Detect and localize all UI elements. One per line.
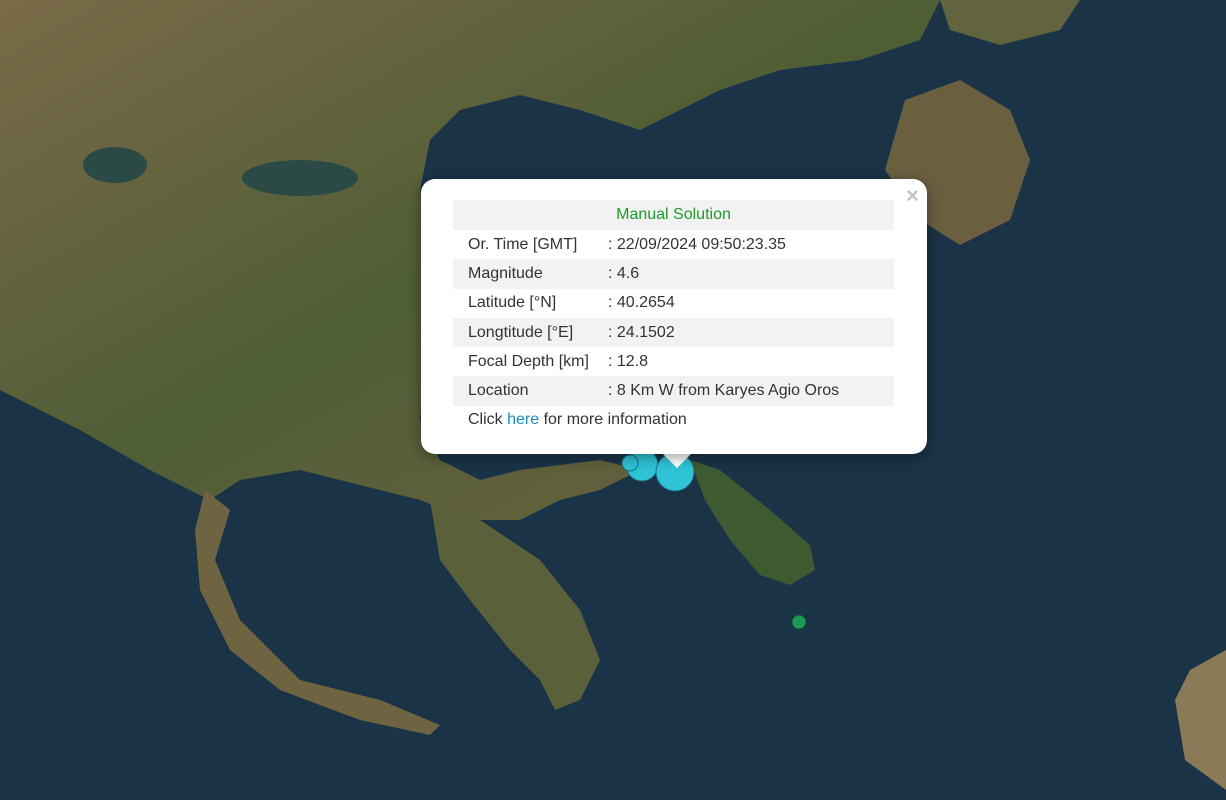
earthquake-info-table: Manual Solution Or. Time [GMT]: 22/09/20… — [453, 200, 894, 435]
earthquake-marker[interactable] — [621, 454, 639, 472]
mainland — [0, 0, 940, 520]
table-row: Magnitude: 4.6 — [453, 259, 894, 289]
earthquake-popup: × Manual Solution Or. Time [GMT]: 22/09/… — [421, 179, 927, 454]
table-row: Or. Time [GMT]: 22/09/2024 09:50:23.35 — [468, 235, 786, 253]
table-row: Focal Depth [km]: 12.8 — [468, 352, 649, 370]
more-info-text: Click here for more information — [468, 411, 687, 429]
table-row: Location: 8 Km W from Karyes Agio Oros — [453, 376, 894, 406]
table-row: Longtitude [°E]: 24.1502 — [453, 317, 894, 348]
kassandra-peninsula — [195, 490, 440, 735]
table-row: Latitude [°N]: 40.2654 — [468, 294, 675, 312]
lemnos-island — [1175, 650, 1226, 790]
earthquake-marker[interactable] — [791, 614, 807, 630]
athos-peninsula — [690, 460, 815, 585]
lake — [83, 147, 147, 183]
sithonia-peninsula — [430, 500, 600, 710]
more-info-link[interactable]: here — [507, 411, 540, 429]
lake — [242, 160, 358, 196]
close-icon[interactable]: × — [906, 183, 919, 208]
popup-tip — [662, 453, 692, 468]
north-coast — [940, 0, 1080, 45]
popup-title: Manual Solution — [453, 200, 894, 230]
